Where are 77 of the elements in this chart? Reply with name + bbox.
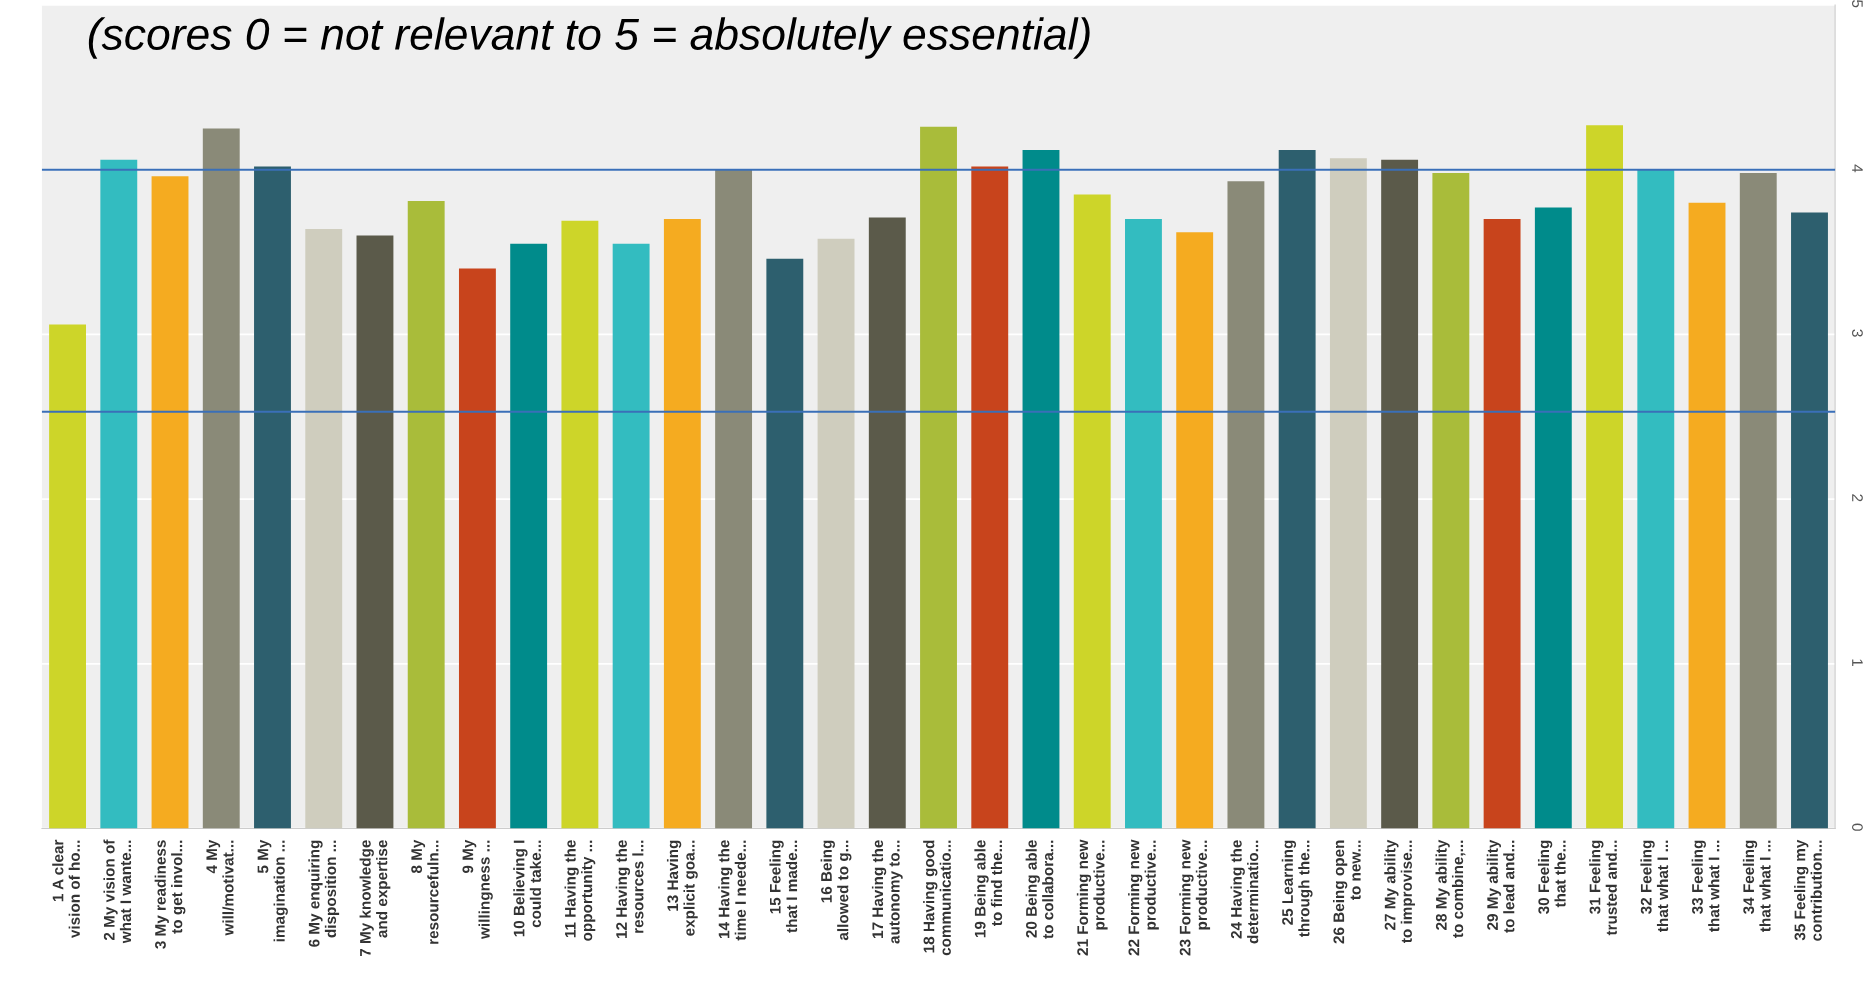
bar [305, 228, 343, 829]
x-tick-label: 10 Believing I could take... [513, 840, 542, 937]
x-tick-label: 12 Having the resources l... [615, 840, 644, 938]
x-tick-label: 34 Feeling that what I ... [1742, 840, 1771, 932]
bar [1586, 125, 1623, 829]
x-tick-label: 26 Being open to new... [1333, 840, 1361, 944]
bar [612, 243, 650, 829]
y-tick-label: 4 [1852, 164, 1863, 173]
x-tick-label: 19 Being able to find the... [974, 840, 1003, 938]
bar [766, 258, 804, 829]
bar [1534, 207, 1572, 829]
y-tick-label: 1 [1852, 659, 1863, 667]
x-tick-label: 18 Having good communicatio... [923, 840, 951, 956]
x-tick-label: 17 Having the autonomy to... [871, 840, 903, 944]
x-tick-label: 14 Having the time I neede... [718, 840, 746, 941]
x-tick-label: 9 My willingness ... [462, 839, 493, 939]
bar [868, 217, 906, 829]
bar [1791, 212, 1828, 829]
bar [920, 126, 957, 829]
bar [663, 219, 701, 829]
y-tick-label: 2 [1852, 494, 1863, 502]
x-tick-label: 31 Feeling trusted and... [1589, 840, 1617, 936]
bar [1688, 202, 1726, 829]
bar [1022, 149, 1060, 829]
x-tick-label: 32 Feeling that what I ... [1640, 840, 1669, 932]
x-tick-label: 20 Being able to collabora... [1025, 840, 1054, 939]
bar [1073, 194, 1111, 829]
bar [1381, 159, 1419, 829]
x-tick-label: 30 Feeling that the... [1537, 840, 1566, 914]
x-tick-label: 24 Having the determinatio... [1230, 840, 1259, 944]
bar [100, 159, 138, 829]
bar [1176, 232, 1214, 829]
x-tick-label: 22 Forming new productive... [1128, 839, 1159, 956]
bar [151, 176, 189, 829]
y-tick-label: 3 [1852, 329, 1863, 337]
x-tick-label: 15 Feeling that I made... [769, 840, 798, 933]
bar [1125, 219, 1162, 829]
bar [49, 324, 86, 829]
x-tick-label: 29 My ability to lead and... [1486, 839, 1515, 933]
x-tick-label: 3 My readiness to get invol... [154, 840, 186, 949]
chart-title: (scores 0 = not relevant to 5 = absolutely essential) [88, 17, 1090, 59]
x-tick-label: 27 My ability to improvise... [1384, 839, 1415, 943]
bar [561, 220, 599, 829]
bar [971, 166, 1009, 829]
bar [1432, 172, 1470, 829]
bar [1329, 158, 1367, 829]
x-tick-label: 28 My ability to combine,... [1435, 839, 1466, 938]
bar [407, 200, 445, 829]
bar [715, 169, 753, 829]
x-tick-label: 25 Learning through the... [1281, 840, 1313, 938]
bar [510, 243, 548, 829]
bar [1739, 172, 1777, 829]
bar [202, 128, 240, 829]
x-tick-label: 4 My will/motivat... [206, 839, 234, 936]
x-tick-label: 21 Forming new productive... [1076, 839, 1108, 956]
x-tick-label: 6 My enquiring disposition ... [308, 840, 340, 947]
bar [356, 235, 394, 829]
bar [458, 268, 496, 829]
x-tick-label: 2 My vision of what I wante... [103, 839, 132, 944]
bar [1637, 169, 1675, 829]
y-tick-label: 5 [1852, 0, 1863, 8]
x-tick-label: 7 My knowledge and expertise [359, 840, 391, 957]
x-tick-label: 11 Having the opportunity ... [564, 840, 596, 941]
x-tick-label: 5 My imagination ... [257, 839, 288, 942]
x-tick-label: 33 Feeling that what I ... [1691, 840, 1720, 932]
x-tick-label: 13 Having explicit goa... [666, 840, 698, 936]
bar [817, 238, 855, 829]
bar [1227, 181, 1265, 829]
x-tick-label: 8 My resourcefuln... [411, 839, 439, 944]
x-tick-label: 1 A clear vision of ho... [52, 839, 80, 938]
bar [1483, 219, 1521, 829]
y-tick-label: 0 [1852, 823, 1863, 831]
x-tick-label: 16 Being allowed to g... [820, 840, 852, 941]
bar [254, 166, 291, 829]
bar [1278, 149, 1316, 829]
x-tick-label: 35 Feeling my contribution... [1794, 839, 1822, 941]
x-tick-label: 23 Forming new productive... [1179, 839, 1211, 956]
